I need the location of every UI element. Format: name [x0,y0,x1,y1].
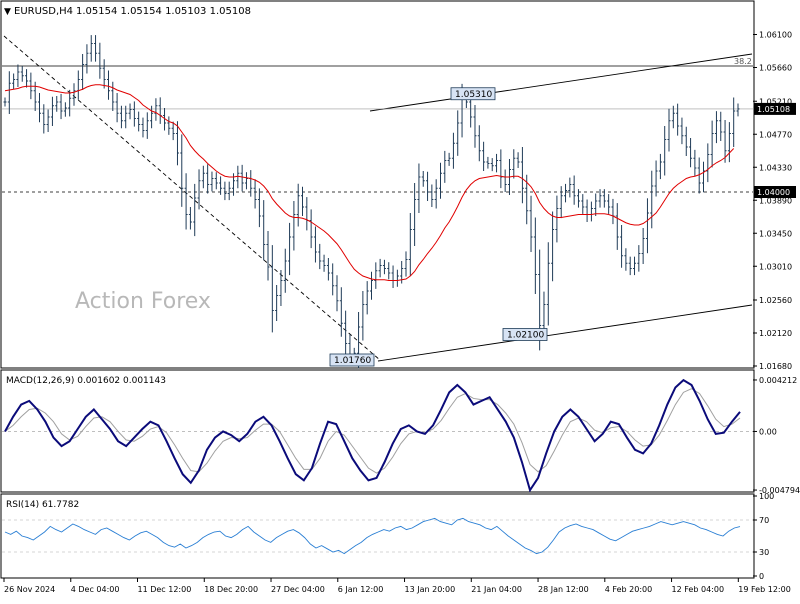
rsi-line [4,517,741,555]
price-y-tick-label: 1.02560 [759,296,792,305]
price-y-tick-label: 1.02120 [759,329,792,338]
macd-plot [2,378,753,493]
moving-average-line [4,84,735,281]
macd-y-tick-label: -0.004794 [759,486,800,495]
descending-trendline [3,35,381,361]
level-price-tag-label: 1.04000 [757,188,790,197]
channel-upper-line [369,53,753,112]
x-tick-label: 19 Feb 12:00 [738,585,790,594]
x-tick-label: 11 Dec 12:00 [138,585,192,594]
x-tick-label: 18 Dec 20:00 [204,585,258,594]
price-y-tick-label: 1.05660 [759,64,792,73]
x-tick-label: 12 Feb 04:00 [672,585,724,594]
x-tick-label: 13 Jan 20:00 [405,585,456,594]
x-tick-label: 28 Jan 12:00 [538,585,589,594]
swing-level-label: 1.01760 [334,356,371,366]
rsi-panel-frame [0,493,755,579]
channel-lower-line [377,304,753,362]
fib-level-label: 38.2 [734,57,752,66]
price-y-tick-label: 1.06100 [759,31,792,40]
chart-header-symbol: EURUSD,H4 [14,6,73,17]
macd-y-tick-label: 0.00 [759,427,777,436]
price-y-tick-label: 1.04330 [759,163,792,172]
swing-level-label: 1.05310 [455,90,492,100]
rsi-y-tick-label: 30 [759,548,769,557]
macd-y-tick-label: 0.004212 [759,376,797,385]
price-panel-frame [0,0,755,369]
current-price-tag [754,102,796,115]
x-tick-label: 6 Jan 12:00 [338,585,384,594]
swing-level-label-box [502,328,548,341]
price-y-tick-label: 1.05210 [759,97,792,106]
x-tick-label: 4 Feb 20:00 [605,585,652,594]
rsi-title: RSI(14) 61.7782 [6,500,79,510]
price-y-tick-label: 1.03450 [759,229,792,238]
rsi-y-tick-label: 70 [759,516,769,525]
rsi-plot [2,517,753,555]
chart-header-ohlc: 1.05154 1.05154 1.05103 1.05108 [76,6,251,17]
x-tick-label: 4 Dec 04:00 [71,585,120,594]
macd-panel-frame [0,369,755,493]
macd-signal-line [4,388,741,474]
swing-level-label-box [329,353,375,367]
macd-title: MACD(12,26,9) 0.001602 0.001143 [6,376,166,386]
macd-line [4,378,741,493]
x-tick-label: 21 Jan 04:00 [471,585,522,594]
swing-level-label: 1.02100 [507,331,544,341]
current-price-tag-label: 1.05108 [757,105,790,114]
rsi-y-tick-label: 0 [759,572,764,581]
x-tick-label: 26 Nov 2024 [4,585,55,594]
symbol-dropdown-icon[interactable]: ▼ [4,7,11,17]
watermark: Action Forex [75,289,211,314]
x-tick-label: 27 Dec 04:00 [271,585,325,594]
rsi-y-tick-label: 100 [759,492,774,501]
price-y-tick-label: 1.03890 [759,196,792,205]
price-plot: 38.2 1.05310 1.02100 1.01760 [2,35,753,369]
price-y-tick-label: 1.04770 [759,130,792,139]
price-y-tick-label: 1.01680 [759,362,792,371]
swing-level-label-box [450,87,496,101]
price-y-tick-label: 1.03010 [759,262,792,271]
level-price-tag [754,186,796,198]
axes: 1.06100 1.05660 1.05210 1.04770 1.04330 1.038… [3,31,800,594]
